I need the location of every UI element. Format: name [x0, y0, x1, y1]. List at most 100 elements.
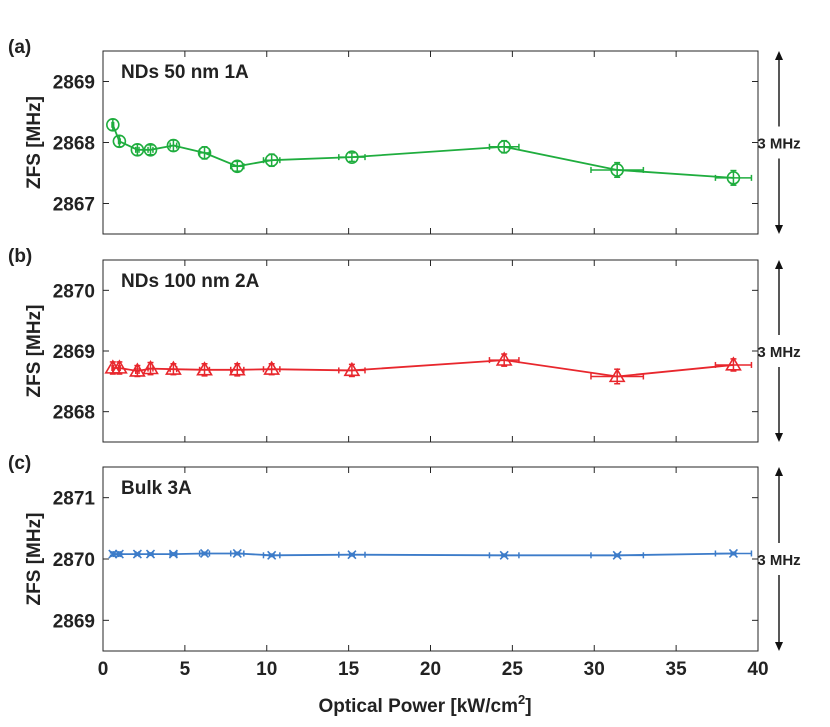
circle-marker	[610, 163, 624, 177]
triangle-marker	[110, 359, 128, 374]
triangle-marker	[228, 361, 246, 376]
data-point	[106, 118, 120, 132]
arrow-head-up	[775, 260, 783, 269]
x-marker-stroke	[145, 549, 156, 559]
y-tick-label: 2869	[53, 611, 95, 632]
x-tick-label: 0	[98, 659, 109, 680]
x-marker-stroke	[499, 550, 509, 560]
panel-1: 2867 2868 2869 ZFS [MHz] (a) NDs 50 nm 1A 3 MH…	[8, 37, 801, 235]
panel-3: 2869 2870 2871 ZFS [MHz] (c) Bulk 3A 3 MHz	[8, 453, 801, 652]
triangle-marker	[343, 361, 361, 377]
panel-label: (c)	[8, 453, 31, 474]
data-point	[347, 550, 357, 560]
triangle-marker	[142, 360, 159, 375]
y-axis-label: ZFS [MHz]	[24, 96, 45, 189]
y-tick-label: 2869	[53, 342, 95, 363]
data-point	[497, 139, 511, 154]
circle-marker	[230, 159, 245, 174]
data-point	[196, 361, 213, 376]
triangle-marker	[495, 351, 513, 366]
triangle-marker	[725, 356, 742, 371]
data-point	[232, 548, 242, 559]
data-point	[608, 367, 626, 383]
y-tick-label: 2870	[53, 281, 95, 302]
circle-marker	[345, 150, 359, 164]
x-marker-stroke	[108, 549, 118, 559]
x-tick-label: 25	[502, 659, 524, 680]
data-point	[166, 138, 181, 153]
data-point	[264, 153, 279, 167]
data-point	[230, 159, 245, 174]
panel-title: Bulk 3A	[121, 478, 192, 499]
arrow-head-down	[775, 225, 783, 234]
circle-marker	[264, 153, 279, 167]
data-point	[495, 351, 513, 366]
y-axis-label: ZFS [MHz]	[24, 513, 45, 606]
y-tick-label: 2869	[53, 73, 95, 94]
data-point	[145, 549, 156, 559]
x-tick-label: 40	[747, 659, 768, 680]
data-point	[345, 150, 359, 164]
x-marker-stroke	[199, 548, 210, 559]
data-point	[143, 143, 158, 157]
error-bar	[488, 139, 520, 154]
data-point	[343, 361, 361, 377]
data-point	[610, 163, 624, 177]
scale-label: 3 MHz	[757, 136, 800, 153]
x-tick-label: 30	[584, 659, 605, 680]
x-axis-label: Optical Power [kW/cm2]	[318, 692, 531, 717]
error-bar	[714, 169, 753, 186]
circle-marker	[497, 139, 511, 154]
x-marker-stroke	[232, 548, 242, 559]
circle-marker	[166, 138, 181, 153]
data-point	[725, 356, 742, 371]
x-marker-stroke	[114, 549, 124, 559]
error-bar	[116, 361, 123, 375]
x-marker-stroke	[612, 550, 622, 560]
data-point	[114, 549, 124, 559]
series-line	[112, 552, 734, 557]
panel-title: NDs 50 nm 1A	[121, 62, 249, 83]
error-bar	[169, 139, 178, 152]
circle-marker	[130, 143, 145, 157]
x-marker-stroke	[168, 549, 178, 559]
y-tick-label: 2871	[53, 489, 96, 510]
data-point	[110, 359, 128, 374]
x-marker-stroke	[347, 550, 357, 560]
y-tick-label: 2868	[53, 403, 95, 424]
data-point	[142, 360, 159, 375]
error-bar	[590, 161, 645, 179]
triangle-marker	[128, 362, 146, 377]
series-line	[111, 124, 734, 179]
triangle-marker	[196, 361, 213, 376]
data-point	[108, 549, 118, 559]
scale-arrow	[775, 260, 783, 442]
arrow-head-down	[775, 433, 783, 442]
error-bar	[714, 358, 753, 372]
error-bar	[134, 143, 141, 157]
data-point	[199, 548, 210, 559]
scale-arrow	[775, 51, 783, 234]
circle-marker	[197, 146, 212, 160]
x-tick-label: 5	[180, 659, 191, 680]
panel-label: (a)	[8, 37, 31, 58]
data-point	[130, 143, 145, 157]
x-marker-stroke	[132, 549, 142, 559]
arrow-head-up	[775, 51, 783, 60]
triangle-marker	[165, 360, 182, 375]
panel-2: 2868 2869 2870 ZFS [MHz] (b) NDs 100 nm 2A 3 M…	[8, 246, 801, 443]
arrow-head-down	[775, 642, 783, 651]
error-bar	[338, 152, 366, 163]
y-tick-label: 2870	[53, 550, 95, 571]
scale-arrow	[775, 467, 783, 651]
y-tick-label: 2867	[53, 195, 95, 216]
arrow-head-up	[775, 467, 783, 476]
data-point	[263, 360, 281, 375]
scale-label: 3 MHz	[757, 344, 800, 361]
y-axis-label: ZFS [MHz]	[24, 305, 45, 398]
data-point	[165, 360, 182, 375]
triangle-marker	[608, 367, 626, 383]
x-marker-stroke	[728, 548, 739, 559]
y-tick-label: 2868	[53, 134, 95, 155]
